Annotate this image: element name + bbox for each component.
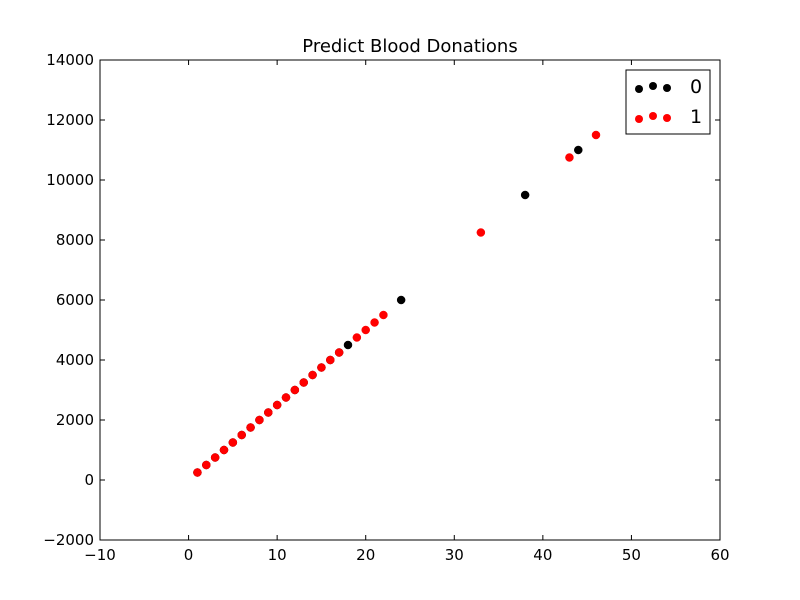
data-point (396, 295, 406, 305)
data-point (574, 145, 583, 155)
legend-marker-0 (663, 84, 671, 92)
legend-box (625, 69, 711, 135)
legend-marker-1 (649, 112, 657, 120)
data-points (193, 130, 601, 477)
data-point (219, 445, 229, 455)
axis-tick-labels: −10 0 10 20 30 40 50 60−20000200040006000800010… (43, 51, 729, 564)
y-tick-label: 14000 (46, 51, 94, 69)
y-tick-label: 8000 (56, 231, 94, 249)
x-tick-label: 0 (184, 546, 194, 564)
legend-markers (635, 82, 671, 123)
x-tick-label: 20 (356, 546, 375, 564)
data-point (591, 130, 601, 140)
data-point (299, 378, 308, 387)
y-tick-label: 0 (84, 471, 94, 489)
chart-title: Predict Blood Donations (302, 36, 517, 57)
data-point (476, 228, 486, 237)
y-tick-label: 6000 (56, 291, 94, 309)
legend-label-0: 0 (690, 76, 702, 98)
data-point (255, 415, 264, 425)
y-tick-label: 12000 (46, 111, 94, 129)
data-point (370, 318, 379, 327)
x-tick-label: 50 (622, 546, 641, 564)
legend-label-1: 1 (690, 106, 702, 128)
data-point (246, 423, 255, 432)
data-point (565, 153, 574, 162)
x-tick-label: 30 (445, 546, 464, 564)
data-point (326, 355, 335, 365)
x-tick-label: 60 (710, 546, 729, 564)
legend-marker-1 (663, 114, 671, 122)
y-tick-label: −2000 (43, 531, 94, 549)
series-1-points (193, 130, 601, 477)
data-point (520, 190, 530, 200)
x-tick-label: −10 (84, 546, 116, 564)
plot-frame (99, 59, 721, 541)
y-tick-label: 4000 (56, 351, 94, 369)
data-point (334, 348, 344, 357)
data-point (202, 460, 211, 470)
data-point (228, 438, 238, 447)
x-tick-label: 10 (268, 546, 287, 564)
legend: 0 1 (625, 69, 711, 135)
legend-marker-0 (649, 82, 657, 90)
data-point (237, 430, 246, 440)
data-point (308, 370, 317, 380)
data-point (352, 333, 362, 342)
legend-marker-1 (635, 115, 643, 123)
data-point (379, 310, 388, 320)
y-tick-label: 10000 (46, 171, 94, 189)
legend-marker-0 (635, 85, 643, 93)
y-tick-label: 2000 (56, 411, 94, 429)
data-point (281, 393, 291, 402)
data-point (272, 400, 282, 410)
data-point (264, 408, 273, 417)
data-point (317, 363, 326, 372)
data-point (343, 340, 353, 350)
x-tick-label: 40 (533, 546, 552, 564)
data-point (361, 325, 370, 335)
data-point (193, 468, 202, 477)
data-point (210, 453, 220, 462)
data-point (290, 385, 300, 395)
